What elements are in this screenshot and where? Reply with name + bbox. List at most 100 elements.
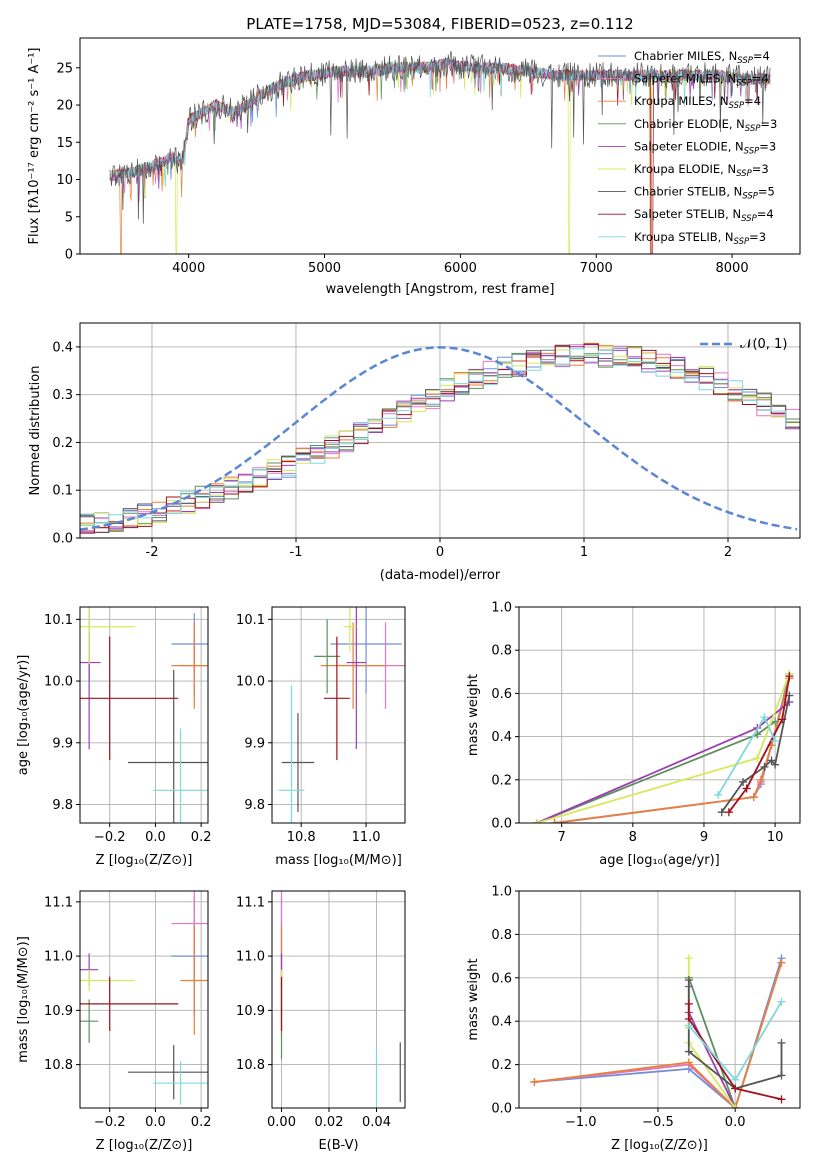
massweight_vs_Z-marker-chabrier_stelib	[684, 1047, 693, 1056]
massweight_vs_Z-marker-salpeter_stelib	[684, 999, 693, 1008]
massweight_vs_Z-ytick-label: 0.2	[491, 1058, 512, 1073]
massweight_vs_Z-line-kroupa_miles	[534, 962, 783, 1108]
spectrum-xtick-label: 4000	[172, 261, 205, 276]
residuals-ylabel: Normed distribution	[28, 366, 43, 496]
massweight_vs_Z-marker-kroupa_stelib	[777, 997, 786, 1006]
legend-sub: SSP	[745, 124, 761, 134]
massweight_vs_Z-marker-kroupa_elodie	[684, 954, 693, 963]
age_vs_Z-ylabel: age [log₁₀(age/yr)]	[16, 655, 31, 776]
spectrum-ytick-label: 20	[56, 99, 73, 114]
legend-sub: SSP	[742, 192, 758, 202]
massweight_vs_age-marker-chabrier_stelib	[771, 760, 780, 769]
massweight_vs_age-axes: 7 8 9 10 0.0 0.2 0.4 0.6 0.8 1.0 age [log₁₀(age/yr…	[466, 601, 801, 868]
hist-chabrier_stelib	[80, 344, 800, 538]
legend-sub: SSP	[729, 101, 745, 111]
age_vs_mass-frame	[271, 606, 406, 824]
massweight_vs_age-ytick-label: 0.6	[491, 687, 512, 702]
legend-eq: =4	[744, 94, 761, 108]
residuals-xtick-label: 0	[436, 545, 444, 560]
residuals-ytick-label: 0.1	[52, 484, 73, 499]
hist-kroupa_stelib	[80, 348, 800, 538]
mass_vs_Z-xtick-label: 0.0	[145, 1115, 166, 1130]
legend-label-salpeter_miles: Salpeter MILES, NSSP=4	[634, 72, 769, 89]
massweight_vs_Z-xlabel: Z [log₁₀(Z/Z⊙)]	[611, 1138, 708, 1153]
massweight_vs_age-ytick-label: 0.4	[491, 730, 512, 745]
legend-text: Kroupa ELODIE, N	[634, 162, 736, 176]
spectrum-ylabel: Flux [fλ10⁻¹⁷ erg cm⁻² s⁻¹ A⁻¹]	[27, 48, 42, 245]
spectrum-xtick-label: 5000	[308, 261, 341, 276]
massweight_vs_Z-line-chabrier_elodie	[687, 977, 737, 1108]
spectrum-axes: 4000 5000 6000 7000 8000 0 5 10 15 20 25 wavelength…	[27, 37, 801, 297]
massweight_vs_age-frame	[518, 606, 801, 824]
residuals-ytick-label: 0.0	[52, 532, 73, 547]
mass_vs_ebv-ytick-label: 11.0	[236, 950, 265, 965]
legend-text: Kroupa MILES, N	[634, 94, 729, 108]
age_vs_mass-ytick-label: 9.9	[244, 736, 265, 751]
legend-sub: SSP	[737, 56, 753, 66]
massweight_vs_age-xtick-label: 7	[558, 830, 566, 845]
mass_vs_Z-ytick-label: 11.0	[44, 950, 73, 965]
mass_vs_ebv-xtick-label: 0.02	[315, 1115, 344, 1130]
residuals-ytick-label: 0.4	[52, 340, 73, 355]
massweight_vs_age-marker-chabrier_stelib	[717, 808, 726, 817]
legend-eq: =4	[757, 207, 774, 221]
massweight_vs_Z-xtick-label: −1.0	[565, 1115, 597, 1130]
spectrum-xtick-label: 6000	[444, 261, 477, 276]
legend-eq: =4	[752, 72, 769, 86]
massweight_vs_age-marker-kroupa_miles	[756, 775, 765, 784]
normal-curve	[80, 346, 798, 531]
massweight_vs_age-marker-kroupa_elodie	[753, 754, 762, 763]
massweight_vs_age-xtick-label: 10	[767, 830, 784, 845]
massweight_vs_Z-ytick-label: 0.6	[491, 971, 512, 986]
mass_vs_ebv-plot-area	[280, 891, 401, 1108]
spectrum-ytick-label: 5	[65, 210, 73, 225]
spectrum-plot-area	[109, 51, 771, 254]
massweight_vs_age-marker-kroupa_stelib	[760, 713, 769, 722]
legend-label-chabrier_miles: Chabrier MILES, NSSP=4	[634, 49, 770, 66]
residuals-ytick-label: 0.3	[52, 388, 73, 403]
spectrum-line-kroupa_miles	[109, 58, 771, 254]
mass_vs_Z-ytick-label: 10.8	[44, 1058, 73, 1073]
legend-eq: =3	[752, 162, 769, 176]
mass_vs_ebv-ytick-label: 10.9	[236, 1004, 265, 1019]
age_vs_Z-xlabel: Z [log₁₀(Z/Z⊙)]	[96, 853, 193, 868]
legend-label-salpeter_elodie: Salpeter ELODIE, NSSP=3	[634, 139, 776, 156]
mass_vs_ebv-ytick-label: 10.8	[236, 1058, 265, 1073]
massweight_vs_Z-marker-salpeter_stelib	[777, 1095, 786, 1104]
residuals-plot-area	[80, 342, 800, 538]
age_vs_Z-ytick-label: 10.1	[44, 613, 73, 628]
age_vs_Z-ytick-label: 10.0	[44, 675, 73, 690]
spectrum-xlabel: wavelength [Angstrom, rest frame]	[326, 282, 555, 297]
residuals-axes: -2 -1 0 1 2 0.0 0.1 0.2 0.3 0.4 (data-model)/error…	[28, 322, 801, 583]
age_vs_mass-ytick-label: 10.1	[236, 613, 265, 628]
legend-label-chabrier_stelib: Chabrier STELIB, NSSP=5	[634, 185, 775, 202]
hist-kroupa_miles	[80, 342, 800, 538]
legend-eq: =3	[749, 230, 766, 244]
mass_vs_Z-ytick-label: 11.1	[44, 895, 73, 910]
age_vs_Z-xtick-label: 0.0	[145, 830, 166, 845]
age_vs_Z-xtick-label: −0.2	[94, 830, 126, 845]
hist-salpeter_stelib	[80, 343, 800, 538]
mass_vs_Z-xtick-label: −0.2	[94, 1115, 126, 1130]
legend-text: Chabrier STELIB, N	[634, 185, 742, 199]
mass_vs_Z-xtick-label: 0.2	[191, 1115, 212, 1130]
normal-legend-label: 𝒩(0, 1)	[740, 337, 787, 352]
legend-text: Kroupa STELIB, N	[634, 230, 734, 244]
residuals-frame	[79, 322, 801, 539]
massweight_vs_Z-marker-chabrier_stelib	[777, 1071, 786, 1080]
legend-text: Chabrier ELODIE, N	[634, 117, 745, 131]
residuals-xtick-label: 1	[580, 545, 588, 560]
mass_vs_Z-ytick-label: 10.9	[44, 1004, 73, 1019]
legend-text: Chabrier MILES, N	[634, 49, 737, 63]
massweight_vs_age-marker-kroupa_stelib	[714, 790, 723, 799]
spectrum-xtick-label: 8000	[716, 261, 749, 276]
mass_vs_Z-frame	[79, 890, 209, 1109]
mass_vs_ebv-frame	[271, 890, 406, 1109]
massweight_vs_age-ytick-label: 1.0	[491, 601, 512, 616]
massweight_vs_age-ytick-label: 0.2	[491, 773, 512, 788]
massweight_vs_age-line-salpeter_stelib	[728, 675, 791, 813]
massweight_vs_Z-xtick-label: 0.0	[725, 1115, 746, 1130]
massweight_vs_Z-ytick-label: 0.0	[491, 1102, 512, 1117]
massweight_vs_age-marker-kroupa_miles	[550, 819, 559, 823]
